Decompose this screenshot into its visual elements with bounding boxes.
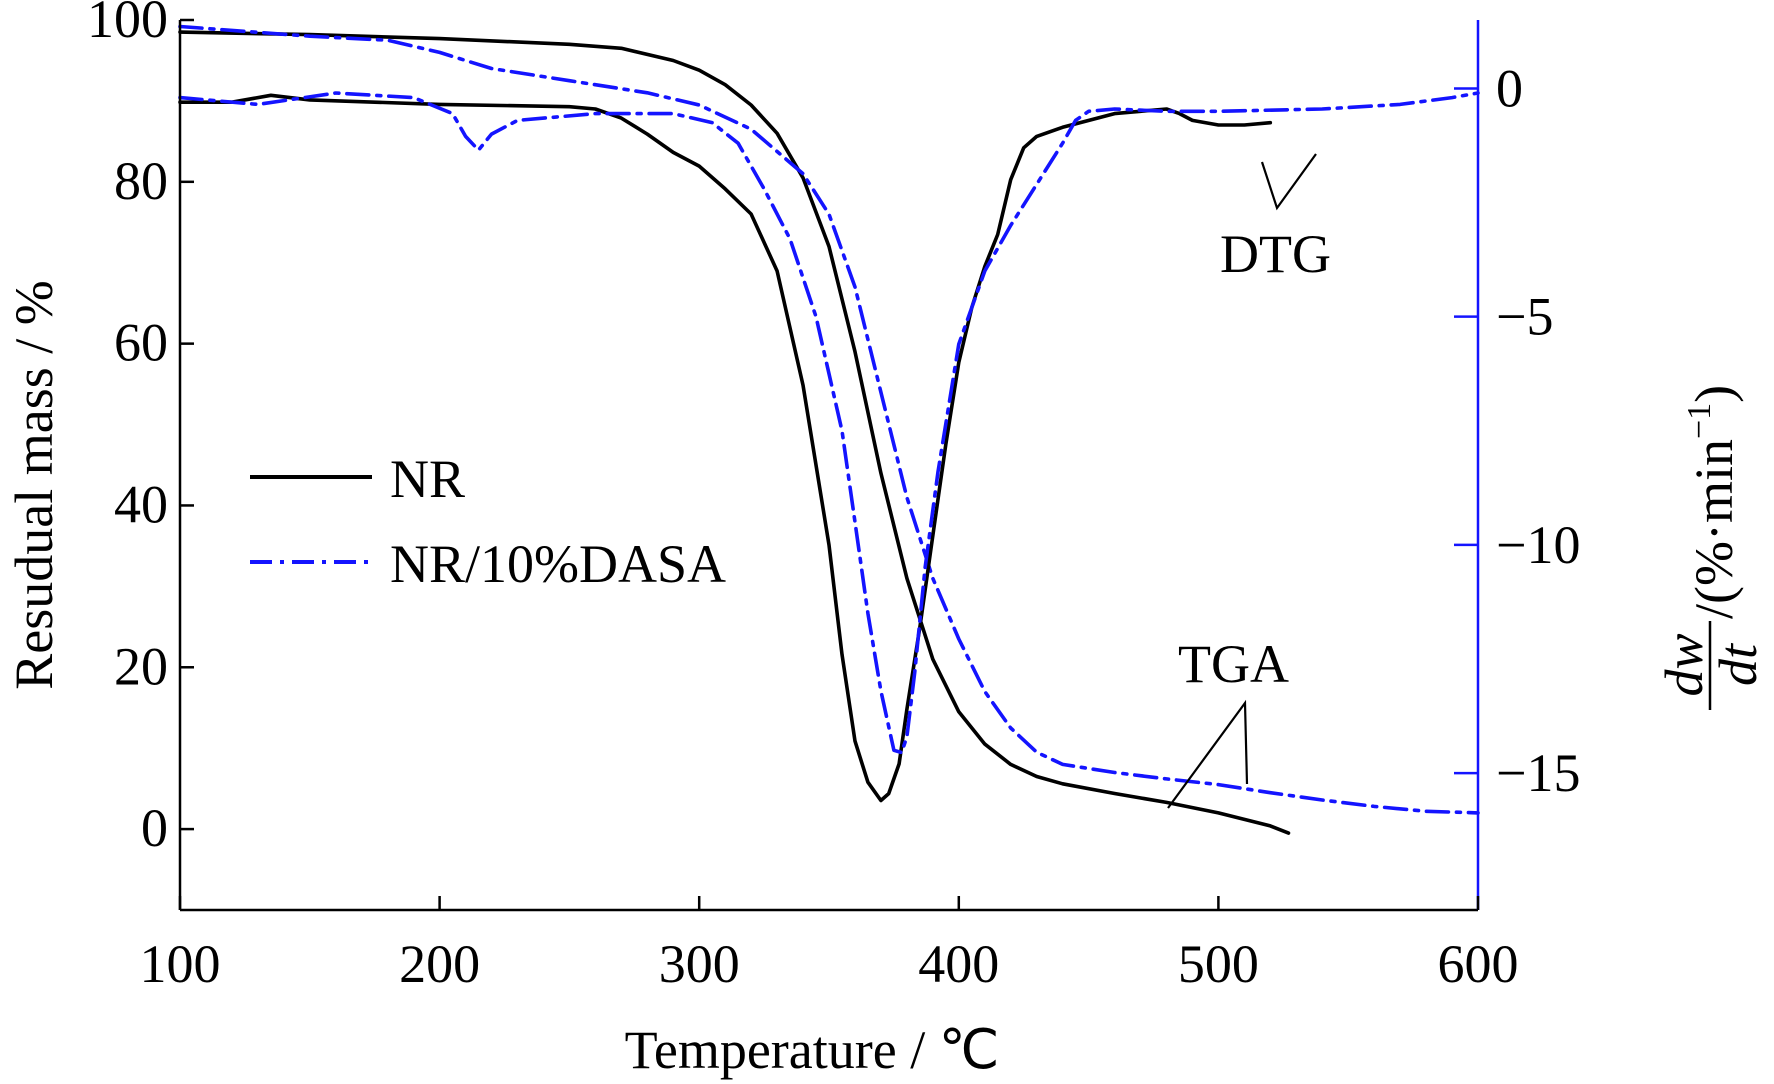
series-line-dtg-nr-10-dasa [178,91,1480,755]
x-tick-label: 100 [140,934,221,994]
x-tick-label: 300 [659,934,740,994]
series-line-dtg-nr [178,93,1273,803]
legend-label-nr-dasa: NR/10%DASA [390,534,726,594]
y-right-derivative-bottom: dt [1708,642,1768,686]
legend: NR NR/10%DASA [250,449,726,594]
y-left-tick-label: 40 [114,474,168,534]
y-right-tick-label: 0 [1496,58,1523,118]
y-right-derivative-top: dw [1654,633,1714,696]
y-right-units-main: /(%·min [1684,439,1744,619]
y-right-tick-label: −5 [1496,287,1553,347]
x-axis-title: Temperature / ℃ [625,1020,1000,1080]
y-left-tick-label: 60 [114,313,168,373]
ticks: 100 200 300 400 500 600 0 20 40 60 80 100 0 −5 −10 −15 [87,0,1580,994]
plot-lines [178,24,1480,835]
dtg-label: DTG [1220,224,1331,284]
y-right-tick-label: −15 [1496,743,1580,803]
y-axis-left-title: Resudual mass / % [4,280,64,689]
y-right-units: /(%·min−1) [1681,385,1744,619]
dtg-callout [1260,153,1317,211]
y-right-tick-label: −10 [1496,515,1580,575]
legend-label-nr: NR [390,449,465,509]
x-tick-label: 500 [1178,934,1259,994]
y-right-units-close: ) [1684,385,1744,403]
annotations: DTG TGA [1167,153,1331,809]
y-axis-right-title: dw dt /(%·min−1) [1654,385,1768,710]
y-right-units-sup: −1 [1681,403,1718,439]
tga-label: TGA [1178,634,1289,694]
y-left-tick-label: 20 [114,636,168,696]
axes [178,20,1480,912]
series-line-tga-nr-10-dasa [178,24,1480,815]
x-tick-label: 400 [918,934,999,994]
y-left-tick-label: 100 [87,0,168,49]
y-left-tick-label: 0 [141,798,168,858]
y-left-tick-label: 80 [114,151,168,211]
x-tick-label: 600 [1438,934,1519,994]
x-tick-label: 200 [399,934,480,994]
series-line-tga-nr [178,30,1291,835]
tga-callout [1167,699,1249,809]
